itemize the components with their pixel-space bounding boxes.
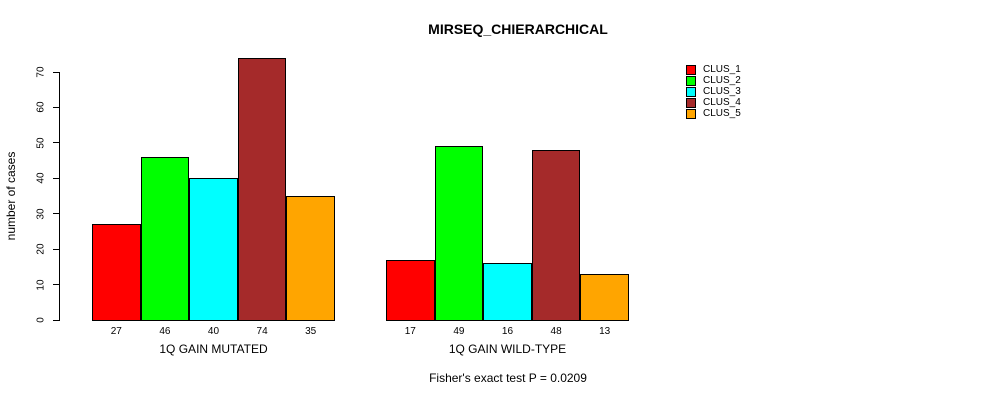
y-axis-tick bbox=[53, 319, 60, 321]
legend-swatch-icon bbox=[686, 75, 696, 86]
bar-value-label: 27 bbox=[110, 326, 122, 337]
legend-label: CLUS_1 bbox=[703, 64, 741, 75]
bar-value-label: 16 bbox=[501, 326, 514, 337]
legend-label: CLUS_5 bbox=[703, 108, 741, 119]
chart-title: MIRSEQ_CHIERARCHICAL bbox=[428, 21, 608, 37]
bar-value-label: 40 bbox=[207, 326, 220, 337]
y-axis-tick bbox=[53, 177, 60, 179]
bar-clus_4 bbox=[237, 57, 287, 321]
y-axis-tick-label: 40 bbox=[35, 172, 47, 184]
y-axis-tick bbox=[53, 71, 60, 73]
bar-value-label: 17 bbox=[404, 326, 416, 337]
y-axis-label: number of cases bbox=[4, 151, 18, 241]
bar-clus_3 bbox=[483, 263, 532, 321]
bar-value-label: 48 bbox=[550, 326, 562, 337]
y-axis-tick-label: 70 bbox=[35, 66, 47, 78]
bar-clus_1 bbox=[386, 259, 435, 321]
legend-row: CLUS_5 bbox=[686, 108, 741, 119]
legend-swatch-icon bbox=[686, 108, 696, 119]
y-axis-tick-label: 10 bbox=[35, 279, 47, 291]
legend-row: CLUS_1 bbox=[686, 64, 741, 75]
y-axis-line bbox=[59, 72, 60, 321]
bar-value-label: 49 bbox=[453, 326, 465, 337]
bar-value-label: 13 bbox=[599, 326, 611, 337]
legend-row: CLUS_4 bbox=[686, 97, 741, 108]
bar-clus_2 bbox=[434, 146, 484, 321]
y-axis-tick-label: 0 bbox=[35, 317, 47, 323]
legend-label: CLUS_4 bbox=[703, 97, 741, 108]
y-axis-tick bbox=[53, 213, 60, 215]
y-axis-tick-label: 60 bbox=[35, 101, 47, 113]
group-label: 1Q GAIN WILD-TYPE bbox=[448, 342, 567, 356]
y-axis-tick bbox=[53, 106, 60, 108]
bar-clus_4 bbox=[531, 149, 581, 321]
legend-swatch-icon bbox=[686, 86, 696, 97]
y-axis-tick-label: 20 bbox=[35, 243, 47, 255]
y-axis-tick bbox=[53, 284, 60, 286]
legend-row: CLUS_3 bbox=[686, 86, 741, 97]
legend-swatch-icon bbox=[686, 64, 696, 75]
group-label: 1Q GAIN MUTATED bbox=[159, 342, 268, 356]
bar-value-label: 35 bbox=[305, 326, 317, 337]
bar-clus_5 bbox=[580, 273, 629, 321]
legend-label: CLUS_2 bbox=[703, 75, 741, 86]
y-axis-tick bbox=[53, 248, 60, 250]
legend: CLUS_1 CLUS_2 CLUS_3 CLUS_4 CLUS_5 bbox=[686, 64, 741, 119]
bar-clus_5 bbox=[286, 196, 335, 321]
bar-clus_1 bbox=[92, 224, 141, 321]
bar-value-label: 46 bbox=[159, 326, 171, 337]
bar-clus_2 bbox=[140, 157, 190, 321]
bar-value-label: 74 bbox=[256, 326, 268, 337]
legend-swatch-icon bbox=[686, 97, 696, 108]
y-axis-tick-label: 30 bbox=[35, 208, 47, 220]
y-axis-tick-label: 50 bbox=[35, 137, 47, 149]
footer-annotation: Fisher's exact test P = 0.0209 bbox=[429, 371, 587, 385]
y-axis-tick bbox=[53, 142, 60, 144]
legend-label: CLUS_3 bbox=[703, 86, 741, 97]
legend-row: CLUS_2 bbox=[686, 75, 741, 86]
bar-clus_3 bbox=[189, 178, 238, 321]
